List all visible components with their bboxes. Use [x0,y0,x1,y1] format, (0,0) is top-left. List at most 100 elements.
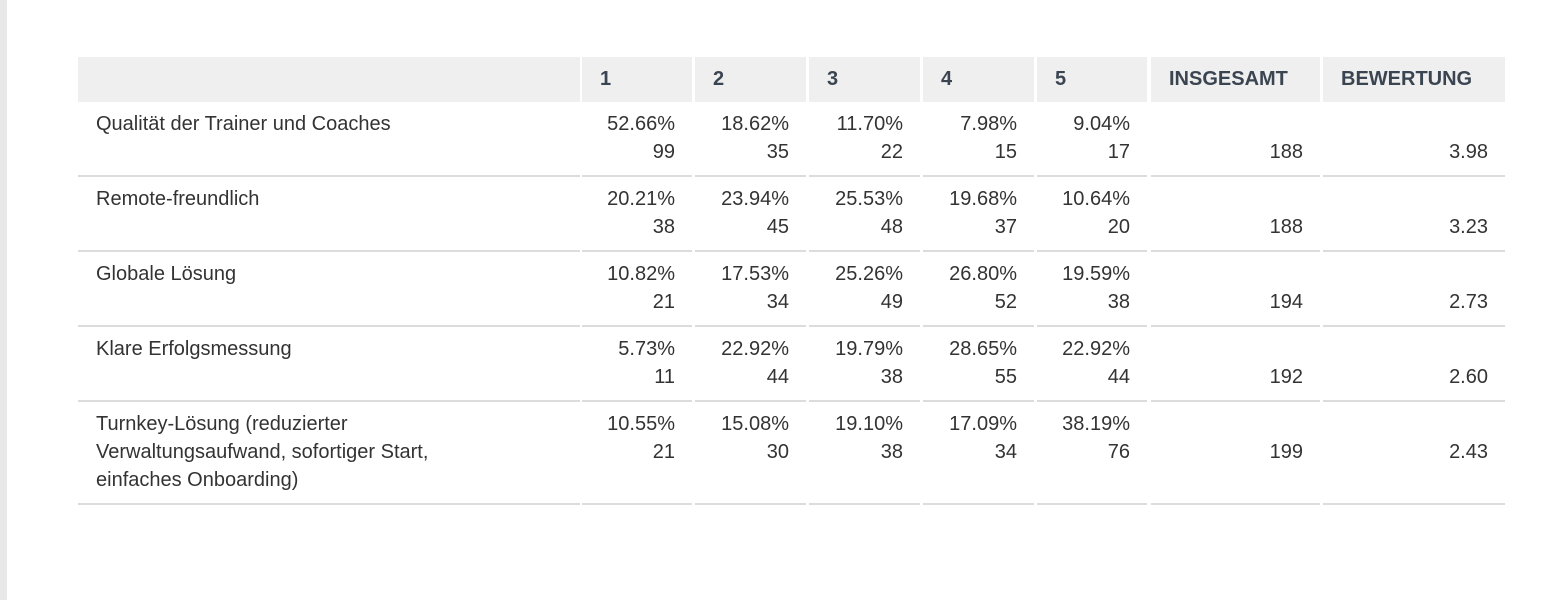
percentage: 19.68% [949,188,1017,210]
count: 30 [766,441,789,463]
total: 194 [1269,291,1303,313]
percentage: 9.04% [1073,113,1130,135]
header-cell [78,57,580,102]
percentage: 25.26% [835,263,903,285]
count: 38 [880,366,903,388]
row-label-cell: Turnkey-Lösung (reduzierter Verwaltungsa… [78,402,580,505]
rating: 3.98 [1449,141,1488,163]
total-cell: 199 [1151,402,1320,505]
value-cell: 15.08% 30 [695,402,806,505]
count: 76 [1107,441,1130,463]
percentage: 20.21% [607,188,675,210]
percentage: 19.10% [835,413,903,435]
count: 20 [1107,216,1130,238]
row-label: Globale Lösung [96,263,237,285]
value-cell: 19.59% 38 [1037,252,1147,327]
header-cell: 5 [1037,57,1147,102]
count: 52 [994,291,1017,313]
rating-cell: 2.73 [1323,252,1505,327]
header-cell: INSGESAMT [1151,57,1320,102]
percentage: 15.08% [721,413,789,435]
total: 188 [1269,141,1303,163]
value-cell: 5.73% 11 [582,327,692,402]
total: 199 [1269,441,1303,463]
percentage: 7.98% [960,113,1017,135]
row-label: Qualität der Trainer und Coaches [96,113,391,135]
row-label-cell: Klare Erfolgsmessung [78,327,580,402]
percentage: 17.09% [949,413,1017,435]
rating-cell: 3.98 [1323,102,1505,177]
column-header: 3 [827,68,839,90]
rating: 2.60 [1449,366,1488,388]
value-cell: 11.70% 22 [809,102,920,177]
value-cell: 25.53% 48 [809,177,920,252]
percentage: 19.79% [835,338,903,360]
header-cell: 4 [923,57,1034,102]
percentage: 28.65% [949,338,1017,360]
value-cell: 22.92% 44 [695,327,806,402]
total-cell: 188 [1151,177,1320,252]
percentage: 10.64% [1062,188,1130,210]
count: 49 [880,291,903,313]
count: 55 [994,366,1017,388]
count: 48 [880,216,903,238]
percentage: 18.62% [721,113,789,135]
row-label: Klare Erfolgsmessung [96,338,292,360]
count: 11 [654,366,675,388]
count: 34 [766,291,789,313]
percentage: 5.73% [618,338,675,360]
value-cell: 9.04% 17 [1037,102,1147,177]
count: 22 [880,141,903,163]
column-header: 1 [600,68,612,90]
total: 188 [1269,216,1303,238]
value-cell: 22.92% 44 [1037,327,1147,402]
column-header: BEWERTUNG [1341,68,1473,90]
count: 37 [994,216,1017,238]
percentage: 11.70% [836,113,903,135]
sidebar-edge [0,0,7,600]
value-cell: 25.26% 49 [809,252,920,327]
percentage: 22.92% [1062,338,1130,360]
value-cell: 19.10% 38 [809,402,920,505]
count: 44 [1107,366,1130,388]
value-cell: 18.62% 35 [695,102,806,177]
total: 192 [1269,366,1303,388]
value-cell: 7.98% 15 [923,102,1034,177]
value-cell: 19.79% 38 [809,327,920,402]
count: 34 [994,441,1017,463]
row-label-cell: Remote-freundlich [78,177,580,252]
percentage: 25.53% [835,188,903,210]
count: 35 [766,141,789,163]
rating: 2.73 [1449,291,1488,313]
rating-cell: 2.60 [1323,327,1505,402]
header-cell: BEWERTUNG [1323,57,1505,102]
rating: 2.43 [1449,441,1488,463]
count: 15 [994,141,1017,163]
column-header: 5 [1055,68,1067,90]
value-cell: 17.09% 34 [923,402,1034,505]
row-label-cell: Globale Lösung [78,252,580,327]
value-cell: 52.66% 99 [582,102,692,177]
value-cell: 10.82% 21 [582,252,692,327]
count: 21 [652,291,675,313]
total-cell: 192 [1151,327,1320,402]
rating-cell: 2.43 [1323,402,1505,505]
header-cell: 3 [809,57,920,102]
percentage: 10.82% [607,263,675,285]
count: 44 [766,366,789,388]
value-cell: 28.65% 55 [923,327,1034,402]
percentage: 38.19% [1062,413,1130,435]
value-cell: 10.55% 21 [582,402,692,505]
percentage: 26.80% [949,263,1017,285]
percentage: 10.55% [607,413,675,435]
value-cell: 20.21% 38 [582,177,692,252]
total-cell: 188 [1151,102,1320,177]
count: 38 [1107,291,1130,313]
count: 38 [880,441,903,463]
percentage: 17.53% [721,263,789,285]
count: 21 [652,441,675,463]
percentage: 22.92% [721,338,789,360]
value-cell: 38.19% 76 [1037,402,1147,505]
count: 17 [1107,141,1130,163]
percentage: 52.66% [607,113,675,135]
